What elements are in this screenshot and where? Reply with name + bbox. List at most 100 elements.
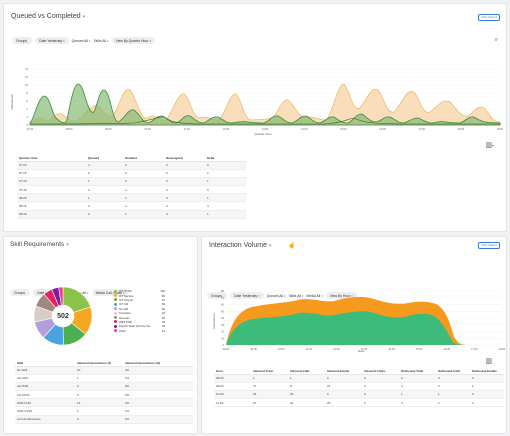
- table-row[interactable]: Annual Allowance 0 0%: [15, 415, 193, 424]
- column-header[interactable]: Quarter Hour: [17, 155, 86, 162]
- column-header[interactable]: Outbound Emails: [470, 368, 504, 375]
- filter-groups[interactable]: Groups: [12, 37, 33, 44]
- column-header[interactable]: Inbound Calls: [288, 368, 325, 375]
- filter-groups[interactable]: Groups: [207, 292, 228, 299]
- legend-item[interactable]: ICT STSS 100: [114, 289, 165, 293]
- legend-item[interactable]: Payroll Team (On-line Su... 20: [114, 324, 165, 328]
- legend-value: 40: [161, 315, 165, 320]
- table-cell: 4: [205, 201, 246, 211]
- filter-date[interactable]: Date Yesterday▾: [230, 292, 264, 299]
- legend-item[interactable]: Other 12: [114, 329, 165, 333]
- table-row[interactable]: AA STSS 0 0%: [15, 390, 193, 400]
- filter-view-by[interactable]: View By Quarter Hour▾: [111, 37, 155, 44]
- table-row[interactable]: 08:00 1 1 0 0 0 0 0: [214, 374, 504, 383]
- filter-label: View By Quarter Hour: [115, 38, 149, 43]
- table-row[interactable]: AMS PHR 12 4%: [15, 398, 193, 408]
- column-header[interactable]: Inbound Interactions (#): [75, 360, 123, 367]
- x-tick-label: 08:00: [66, 127, 73, 131]
- table-row[interactable]: 07:15 2 0 0 2: [17, 169, 246, 178]
- table-row[interactable]: 07:30 1 3 0 1: [17, 177, 246, 187]
- table-cell: 1: [470, 382, 504, 391]
- table-row[interactable]: 08:30 2 1 0 1: [17, 210, 246, 219]
- table-row[interactable]: 08:00 1 2 0 1: [17, 193, 246, 203]
- column-header[interactable]: Hour: [214, 368, 251, 375]
- table-cell: 11:00: [214, 398, 251, 408]
- table-cell: 0: [75, 415, 123, 424]
- y-axis-label: Interactions: [212, 313, 216, 329]
- x-tick-label: 11:00: [306, 347, 313, 351]
- legend-item[interactable]: No skill 50: [114, 307, 165, 311]
- column-header[interactable]: Inbound Total: [251, 368, 288, 375]
- table-cell: 12: [75, 398, 123, 408]
- table-row[interactable]: 11:00 57 32 25 0 4 2 2: [214, 398, 504, 408]
- column-header[interactable]: Handled: [123, 155, 164, 162]
- filter-media[interactable]: Media Call, Email▾: [91, 289, 129, 296]
- legend-item[interactable]: ICT Payroll 70: [114, 298, 165, 302]
- table-cell: 1: [75, 374, 123, 383]
- column-header[interactable]: Inbound Emails: [325, 368, 362, 375]
- filter-skills[interactable]: Skills All▾: [94, 39, 109, 43]
- legend-value: 12: [161, 328, 165, 333]
- panel-title[interactable]: Skill Requirements ▾: [10, 241, 69, 248]
- y-tick-label: 50: [221, 309, 224, 313]
- donut-slice[interactable]: [58, 286, 64, 306]
- filter-queues[interactable]: Queues All▾: [267, 294, 286, 298]
- table-row[interactable]: 10:00 39 30 9 0 1 1 0: [214, 390, 504, 400]
- table-cell: 0%: [123, 382, 193, 392]
- table-cell: 07:00: [17, 161, 86, 170]
- table-row[interactable]: No Skill 10 4%: [15, 366, 193, 375]
- chevron-down-icon: ▾: [82, 14, 86, 20]
- table-cell: 27: [251, 382, 288, 391]
- filter-media[interactable]: Media All▾: [307, 294, 323, 298]
- column-header[interactable]: Outbound Calls: [436, 368, 470, 375]
- legend-item[interactable]: ICT HR 60: [114, 302, 165, 306]
- columns-icon[interactable]: ▥▾: [485, 142, 494, 149]
- column-header[interactable]: Inbound Chats: [362, 368, 399, 375]
- table-header-row: Quarter Hour Queued Handled Reassigned D…: [17, 155, 246, 162]
- legend-item[interactable]: ICT Service 80: [114, 293, 165, 298]
- table-cell: 07:30: [17, 177, 86, 187]
- search-icon[interactable]: ⌕: [494, 37, 498, 43]
- filter-label: Groups: [16, 38, 28, 43]
- quarter-hour-table: Quarter Hour Queued Handled Reassigned D…: [17, 155, 246, 219]
- filter-skills[interactable]: Skills All▾: [289, 294, 304, 298]
- table-cell: 08:00: [214, 374, 251, 383]
- legend-item[interactable]: General 40: [114, 315, 165, 320]
- column-header[interactable]: Queued: [86, 155, 123, 162]
- table-row[interactable]: 09:00 27 8 21 0 3 2 1: [214, 382, 504, 391]
- panel-title[interactable]: Interaction Volume ▾: [209, 242, 272, 249]
- chevron-down-icon: ▾: [268, 243, 272, 249]
- x-tick-label: 10:00: [144, 127, 151, 131]
- x-tick-label: 15:00: [340, 127, 347, 131]
- table-cell: 0: [164, 177, 205, 187]
- chart-options-button[interactable]: Chart Options: [477, 242, 500, 249]
- column-header[interactable]: Reassigned: [164, 155, 205, 162]
- chevron-down-icon: ▾: [122, 290, 125, 295]
- x-axis-label: Quarter Hour: [254, 132, 272, 136]
- chart-options-button[interactable]: Chart Options: [477, 14, 500, 21]
- table-cell: AA OHS: [15, 374, 75, 383]
- table-row[interactable]: AMS STSS 1 1%: [15, 406, 193, 416]
- column-header[interactable]: Outbound Total: [399, 368, 436, 375]
- x-tick-label: 13:00: [361, 347, 368, 351]
- column-header[interactable]: Inbound Interactions (%): [123, 360, 193, 367]
- table-cell: 0%: [123, 390, 193, 400]
- filter-groups[interactable]: Groups: [10, 289, 31, 296]
- filter-queues[interactable]: Queues All▾: [72, 39, 91, 43]
- panel-title[interactable]: Queued vs Completed ▾: [11, 13, 85, 20]
- filter-view-by[interactable]: View By Hour▾: [325, 292, 357, 299]
- table-row[interactable]: AA OHS 1 1%: [15, 374, 193, 383]
- table-row[interactable]: 08:15 3 4 4 4: [17, 201, 246, 211]
- columns-icon[interactable]: ▥: [485, 358, 492, 365]
- column-header[interactable]: Delta: [205, 155, 246, 162]
- legend-item[interactable]: AMS PHR 25: [114, 320, 165, 324]
- table-row[interactable]: AA PHR 0 0%: [15, 382, 193, 392]
- table-row[interactable]: 07:00 4 0 0 0: [17, 161, 246, 170]
- table-row[interactable]: 07:45 2 4 0 0: [17, 185, 246, 195]
- queued-vs-completed-chart: 14 12 10 8 6 4 2 007:00 08:00 09:00 10:00 11:00 12:0…: [10, 67, 504, 136]
- legend-item[interactable]: Transfers 45: [114, 311, 165, 315]
- table-cell: 07:15: [17, 169, 86, 178]
- filter-date[interactable]: Date Yesterday▾: [35, 37, 69, 44]
- y-tick-label: 60: [221, 303, 224, 307]
- column-header[interactable]: Skill: [15, 360, 75, 367]
